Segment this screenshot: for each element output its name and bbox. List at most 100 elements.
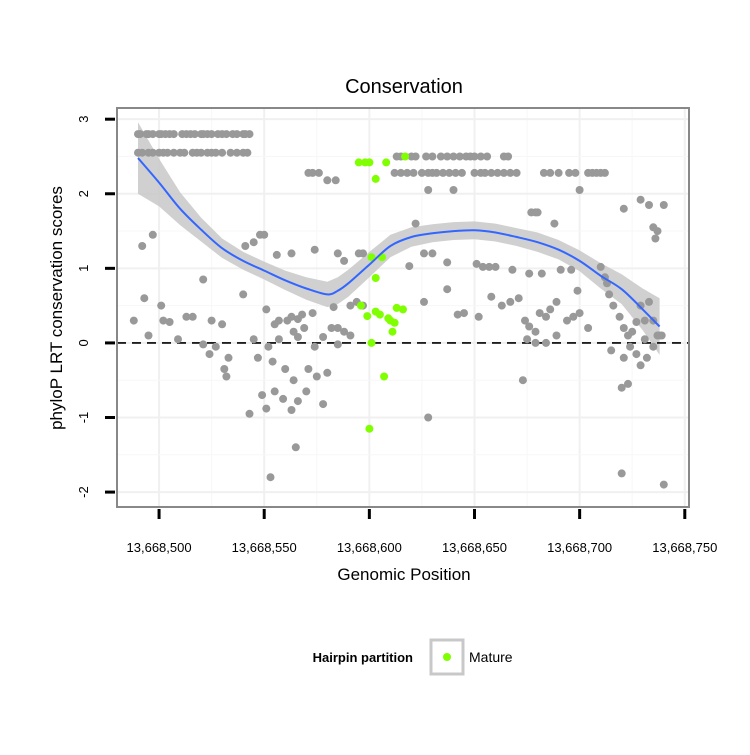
data-point-other [607, 346, 616, 355]
data-point-other [653, 227, 662, 236]
data-point-other [224, 353, 233, 362]
data-point-other [211, 342, 220, 351]
data-point-other [239, 290, 248, 299]
data-point-other [138, 242, 147, 250]
data-point-other [615, 312, 624, 321]
data-point-other [487, 292, 496, 301]
data-point-other [535, 309, 544, 318]
data-point-other [436, 152, 445, 161]
data-point-other [645, 201, 653, 209]
data-point-other [569, 312, 578, 321]
x-axis-label: Genomic Position [337, 565, 470, 584]
data-point-other [470, 168, 479, 177]
data-point-other [506, 168, 515, 177]
data-point-other [420, 249, 428, 258]
data-point-other [287, 249, 296, 258]
data-point-other [659, 480, 668, 489]
data-point-other [546, 168, 555, 177]
data-point-other [531, 327, 540, 336]
data-point-other [422, 152, 431, 161]
data-point-other [197, 148, 206, 157]
data-point-other [329, 303, 338, 312]
data-point-other [445, 168, 454, 177]
y-tick-label: 1 [76, 265, 91, 272]
data-point-other [289, 327, 298, 336]
data-point-other [331, 176, 340, 185]
data-point-other [632, 318, 641, 326]
data-point-other [319, 400, 328, 409]
data-point-other [180, 148, 189, 157]
x-tick-label: 13,668,600 [337, 540, 402, 555]
data-point-other [491, 262, 500, 271]
data-point-other [636, 195, 645, 204]
data-point-other [409, 168, 418, 177]
data-point-other [460, 309, 468, 318]
data-point-other [432, 168, 441, 177]
y-tick-label: 0 [76, 339, 91, 346]
data-point-other [424, 413, 433, 422]
data-point-other [220, 365, 229, 373]
data-point-other [293, 333, 302, 341]
data-point-other [453, 310, 462, 319]
data-point-mature [365, 158, 374, 167]
x-tick-label: 13,668,750 [652, 540, 717, 555]
x-tick-label: 13,668,700 [547, 540, 612, 555]
data-point-other [411, 219, 420, 228]
data-point-other [182, 312, 191, 321]
data-point-other [655, 331, 664, 340]
data-point-other [640, 335, 649, 344]
data-point-other [542, 312, 550, 321]
data-point-other [619, 324, 628, 332]
data-point-other [443, 152, 452, 161]
data-point-other [148, 148, 157, 157]
data-point-other [493, 168, 502, 177]
data-point-other [274, 335, 283, 344]
data-point-other [253, 353, 262, 362]
data-point-other [222, 372, 231, 381]
axes: 13,668,500 13,668,550 13,668,600 13,668,650… [76, 116, 717, 555]
data-point-other [264, 342, 273, 351]
data-point-mature [356, 301, 365, 310]
data-point-other [169, 130, 178, 139]
data-point-other [565, 168, 574, 177]
data-point-other [417, 168, 426, 177]
data-point-other [649, 342, 658, 351]
data-point-other [443, 285, 452, 294]
data-point-other [159, 316, 168, 325]
data-point-other [537, 269, 546, 278]
data-point-other [333, 340, 342, 349]
data-point-other [207, 130, 216, 139]
data-point-other [144, 331, 153, 340]
data-point-other [346, 301, 355, 310]
data-point-mature [371, 174, 380, 183]
data-point-other [552, 331, 561, 340]
data-point-other [188, 312, 197, 321]
data-point-mature [363, 312, 372, 321]
data-point-other [148, 130, 157, 139]
data-point-mature [371, 274, 380, 282]
data-point-other [302, 387, 311, 396]
data-point-mature [386, 316, 395, 325]
data-point-other [169, 148, 178, 157]
confidence-band-layer [138, 122, 660, 355]
data-point-other [443, 258, 452, 267]
data-point-other [504, 152, 513, 161]
data-point-other [451, 168, 460, 177]
data-point-other [428, 152, 437, 161]
data-point-other [600, 168, 609, 177]
series-mature [354, 152, 410, 433]
data-point-other [268, 357, 277, 366]
data-point-other [390, 168, 399, 177]
legend-title: Hairpin partition [313, 650, 413, 665]
data-point-other [567, 265, 576, 274]
data-point-other [521, 316, 529, 325]
data-point-other [333, 249, 342, 258]
data-point-other [642, 353, 651, 362]
data-point-other [157, 301, 166, 310]
data-point-other [411, 152, 420, 161]
data-point-other [340, 256, 349, 265]
confidence-band [138, 122, 660, 355]
data-point-other [298, 310, 307, 319]
